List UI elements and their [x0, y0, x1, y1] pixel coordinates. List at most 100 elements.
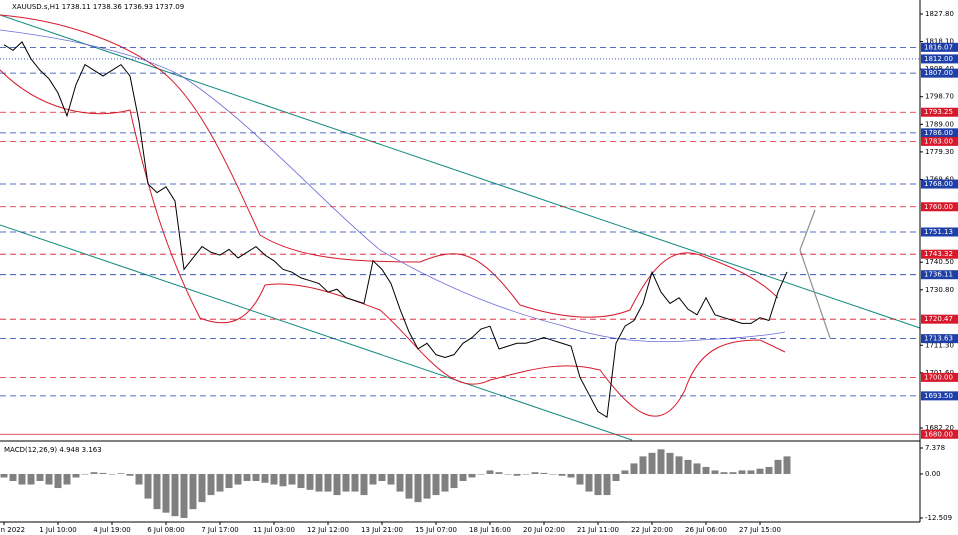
macd-bar [243, 473, 251, 482]
macd-bar [396, 473, 404, 492]
macd-bar [486, 470, 494, 474]
level-label: 1812.00 [921, 54, 958, 64]
x-tick-label: 26 Jul 06:00 [685, 526, 727, 534]
level-label: 1680.00 [921, 429, 958, 439]
macd-bar [180, 473, 188, 518]
macd-bar [0, 473, 8, 478]
x-tick-label: 30 Jun 2022 [0, 526, 25, 534]
chart-title: XAUUSD.s,H1 1738.11 1738.36 1736.93 1737… [12, 3, 184, 11]
macd-bar [216, 473, 224, 492]
level-label-text: 1807.00 [924, 69, 953, 77]
macd-bar [630, 463, 638, 474]
level-label-text: 1700.00 [924, 373, 953, 381]
macd-bar [765, 466, 773, 474]
level-label-box [921, 42, 958, 52]
macd-bar [288, 473, 296, 485]
level-label-text: 1768.00 [924, 180, 953, 188]
macd-bar [549, 473, 557, 475]
macd-bar [126, 473, 134, 476]
y-tick-label: 1827.80 [925, 10, 954, 18]
level-label: 1736.11 [921, 270, 958, 280]
macd-bar [153, 473, 161, 510]
y-tick-label: 1818.10 [925, 38, 954, 46]
y-tick-label: 1740.50 [925, 258, 954, 266]
level-label-text: 1743.32 [924, 250, 953, 258]
macd-bar [414, 473, 422, 503]
macd-bar [45, 473, 53, 485]
macd-bar [135, 473, 143, 485]
macd-bar [459, 473, 467, 482]
x-tick-label: 22 Jul 20:00 [631, 526, 673, 534]
macd-bar [585, 473, 593, 492]
macd-bar [54, 473, 62, 489]
macd-bar [504, 473, 512, 475]
macd-bar [360, 473, 368, 496]
macd-bar [333, 473, 341, 496]
macd-bar [513, 473, 521, 476]
level-label: 1760.00 [921, 202, 958, 212]
macd-bar [162, 473, 170, 513]
macd-bar [234, 473, 242, 485]
macd-bar [18, 473, 26, 485]
macd-bar [423, 473, 431, 499]
macd-bar [477, 473, 485, 475]
y-tick-label: 7.378 [925, 444, 945, 452]
level-label: 1807.00 [921, 68, 958, 78]
macd-bar [108, 473, 116, 475]
macd-bar [9, 473, 17, 482]
macd-bar [369, 473, 377, 485]
level-label-text: 1736.11 [924, 271, 953, 279]
level-label: 1700.00 [921, 372, 958, 382]
macd-bar [189, 473, 197, 510]
macd-bar [432, 473, 440, 496]
x-tick-label: 20 Jul 02:00 [523, 526, 565, 534]
macd-bar [702, 466, 710, 474]
macd-bar [693, 463, 701, 474]
macd-bar [603, 473, 611, 496]
y-tick-label: 1701.60 [925, 369, 954, 377]
macd-bar [666, 452, 674, 474]
macd-bar [594, 473, 602, 496]
level-label-box [921, 227, 958, 237]
level-label-box [921, 179, 958, 189]
level-label-box [921, 249, 958, 259]
macd-bar [774, 459, 782, 474]
macd-bar [684, 459, 692, 474]
macd-bar [522, 473, 530, 475]
macd-bar [747, 470, 755, 474]
level-label-box [921, 68, 958, 78]
level-label-text: 1760.00 [924, 203, 953, 211]
level-label-box [921, 314, 958, 324]
x-tick-label: 6 Jul 08:00 [147, 526, 185, 534]
macd-bar [783, 456, 791, 474]
level-label-text: 1693.50 [924, 392, 953, 400]
macd-bar [90, 472, 98, 474]
macd-bar [567, 473, 575, 478]
macd-bar [612, 473, 620, 482]
bollinger-lower [0, 69, 786, 417]
macd-bar [72, 473, 80, 478]
level-label-text: 1816.07 [924, 43, 953, 51]
x-tick-label: 7 Jul 17:00 [201, 526, 239, 534]
macd-bar [720, 472, 728, 474]
macd-bar [621, 470, 629, 474]
level-label-box [921, 136, 958, 146]
macd-bar [297, 473, 305, 489]
macd-bar [387, 473, 395, 485]
y-tick-label: 0.00 [925, 470, 941, 478]
macd-bar [648, 452, 656, 474]
macd-bar [531, 472, 539, 474]
y-tick-label: 1789.00 [925, 120, 954, 128]
level-label-text: 1783.00 [924, 137, 953, 145]
level-label-box [921, 54, 958, 64]
macd-bar [540, 472, 548, 474]
macd-bar [36, 473, 44, 482]
macd-bar [198, 473, 206, 503]
macd-title: MACD(12,26,9) 4.948 3.163 [4, 446, 102, 454]
level-label-box [921, 107, 958, 117]
level-label: 1720.47 [921, 314, 958, 324]
x-tick-label: 1 Jul 10:00 [39, 526, 77, 534]
macd-bar [261, 473, 269, 483]
level-label: 1816.07 [921, 42, 958, 52]
macd-bar [756, 468, 764, 474]
